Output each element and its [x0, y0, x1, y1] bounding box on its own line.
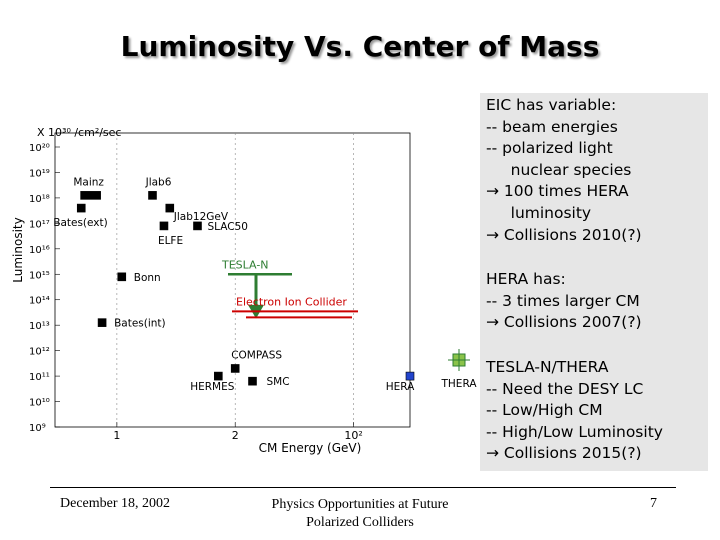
y-tick-label: 10¹⁹: [29, 168, 50, 179]
x-axis-label: CM Energy (GeV): [259, 441, 362, 455]
footer-date: December 18, 2002: [60, 496, 171, 511]
eic-note-line: luminosity: [486, 203, 592, 222]
data-point-label: HERMES: [190, 381, 235, 393]
slide-title: Luminosity Vs. Center of Mass: [120, 30, 600, 63]
hera-note-line: HERA has:: [486, 270, 566, 288]
y-tick-label: 10¹⁵: [29, 270, 50, 281]
data-point-label: HERA: [386, 381, 415, 393]
data-point: [165, 203, 175, 213]
data-point-label: Bonn: [134, 272, 161, 284]
data-point: [76, 203, 86, 213]
tesla-notes: TESLA-N/THERA -- Need the DESY LC -- Low/H…: [486, 357, 663, 465]
x-tick-label: 10²: [344, 429, 362, 442]
x-tick-label: 2: [232, 429, 239, 442]
tesla-n-label: TESLA-N: [221, 258, 269, 271]
footer-rule: [50, 487, 676, 488]
tesla-note-line: -- Need the DESY LC: [486, 379, 644, 398]
y-tick-label: 10¹¹: [29, 372, 50, 383]
data-point-label: SLAC50: [207, 221, 247, 233]
data-point: [97, 318, 107, 327]
luminosity-chart: X 10³⁰ /cm²/sec 10²⁰ 10¹⁹ 10¹⁸ 10¹⁷ 10¹⁶ 10¹⁵ 1…: [11, 126, 478, 455]
footer-title: Physics Opportunities at Future Polarize…: [250, 496, 470, 532]
tesla-note-line: -- Low/High CM: [486, 401, 603, 420]
y-axis-label: Luminosity: [11, 217, 25, 282]
y-tick-label: 10²⁰: [29, 143, 50, 154]
eic-note-line: → Collisions 2010(?): [486, 225, 642, 244]
x-tick-label: 1: [113, 429, 120, 442]
data-point: [159, 221, 169, 231]
y-tick-label: 10¹⁰: [29, 398, 50, 409]
units-label: X 10³⁰ /cm²/sec: [37, 126, 121, 139]
eic-note-line: -- beam energies: [486, 117, 618, 136]
data-point: [148, 191, 157, 200]
notes-panel: [480, 93, 708, 471]
hera-note-line: → Collisions 2007(?): [486, 313, 642, 332]
data-point-label: Jlab6: [145, 176, 172, 188]
data-point: [248, 376, 257, 386]
eic-label: Electron Ion Collider: [236, 295, 347, 308]
y-tick-label: 10¹⁸: [29, 194, 50, 205]
plot-frame: [54, 132, 411, 428]
eic-note-line: -- polarized light: [486, 139, 613, 158]
eic-note-line: → 100 times HERA: [486, 182, 629, 201]
data-point: [405, 371, 415, 381]
footer-title-line2: Polarized Colliders: [306, 515, 414, 530]
data-point-label: SMC: [266, 376, 289, 388]
y-tick-label: 10¹³: [29, 321, 50, 332]
data-point: [214, 371, 223, 381]
footer-title-line1: Physics Opportunities at Future: [271, 497, 449, 512]
hera-note-line: -- 3 times larger CM: [486, 291, 640, 310]
tesla-note-line: -- High/Low Luminosity: [486, 422, 663, 441]
y-tick-label: 10¹⁷: [29, 219, 50, 230]
hera-notes: HERA has: -- 3 times larger CM → Collision…: [486, 269, 642, 334]
y-tick-label: 10¹⁶: [29, 245, 50, 256]
page-number: 7: [650, 496, 657, 511]
data-point: [117, 272, 127, 282]
thera-label: THERA: [441, 378, 478, 390]
y-tick-label: 10¹⁴: [29, 296, 50, 307]
data-point-label: Bates(ext): [53, 217, 107, 229]
data-point-label: Bates(int): [114, 318, 166, 330]
data-point-label: Jlab12GeV: [173, 211, 229, 223]
y-tick-label: 10⁹: [29, 423, 46, 434]
tesla-note-line: → Collisions 2015(?): [486, 444, 642, 463]
data-point-label: ELFE: [158, 235, 183, 247]
data-point: [80, 191, 101, 200]
data-point-label: Mainz: [73, 176, 104, 188]
tesla-note-line: TESLA-N/THERA: [486, 358, 609, 376]
data-point: [230, 364, 240, 373]
data-point-label: COMPASS: [231, 349, 282, 361]
data-point: [193, 221, 202, 231]
eic-notes: EIC has variable: -- beam energies -- pola…: [486, 95, 642, 246]
eic-note-line: nuclear species: [486, 160, 632, 179]
y-tick-label: 10¹²: [29, 347, 50, 358]
eic-note-line: EIC has variable:: [486, 96, 617, 114]
